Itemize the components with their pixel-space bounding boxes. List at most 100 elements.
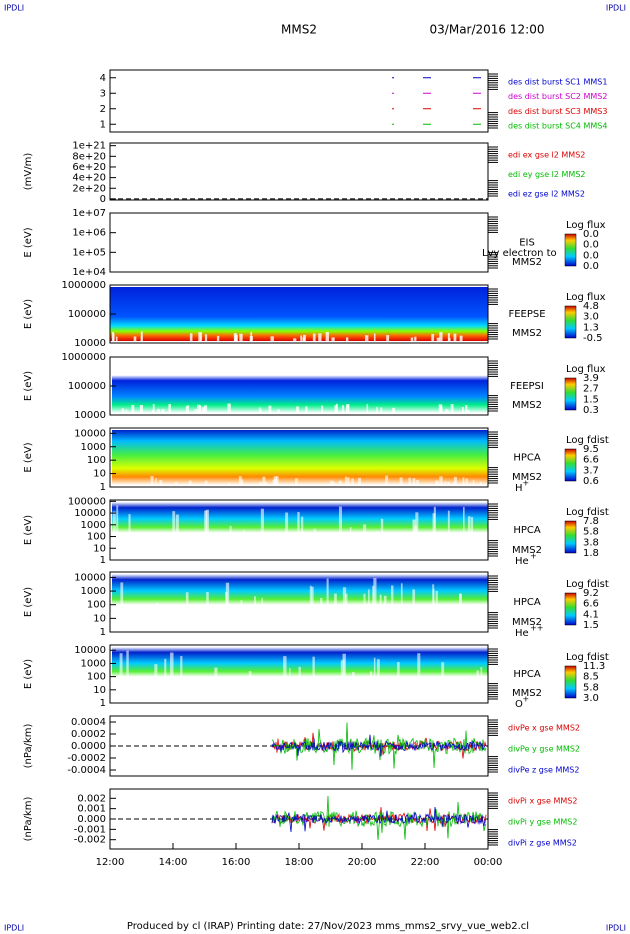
x-tick-label: 16:00 xyxy=(222,857,251,868)
legend-entry: des dist burst SC3 MMS3 xyxy=(508,107,607,116)
y-tick-label: 3 xyxy=(100,88,106,99)
spectrogram-speckle xyxy=(169,613,172,624)
spectrogram-speckle xyxy=(375,531,379,548)
colorbar-label: 0.3 xyxy=(583,405,599,416)
legend-entry: edi ex gse l2 MMS2 xyxy=(508,151,585,160)
spectrogram-speckle xyxy=(274,478,278,500)
spectrogram-speckle xyxy=(334,593,337,617)
panel-label: HPCA xyxy=(513,669,541,680)
spectrogram-speckle xyxy=(396,661,400,687)
spectrogram-speckle xyxy=(379,594,382,617)
colorbar-title: Log flux xyxy=(566,292,606,303)
spectrogram-speckle xyxy=(354,678,357,693)
panel-label: MMS2 xyxy=(512,472,542,483)
spectrogram-speckle xyxy=(441,681,444,694)
colorbar-label: 0.6 xyxy=(583,476,599,487)
y-tick-label: 1 xyxy=(100,119,106,130)
spectrogram-speckle xyxy=(268,405,272,431)
spectrogram-speckle xyxy=(459,593,462,617)
spectrogram-speckle xyxy=(348,538,351,551)
spectrogram-speckle xyxy=(341,405,345,432)
legend-entry: des dist burst SC1 MMS1 xyxy=(508,78,607,87)
spectrogram-speckle xyxy=(378,537,381,551)
spectrogram-speckle xyxy=(120,582,124,613)
spectrogram-speckle xyxy=(300,335,303,354)
spectrogram-speckle xyxy=(214,667,218,689)
title: MMS2 xyxy=(281,23,317,37)
spectrogram-speckle xyxy=(240,600,243,619)
spectrogram-speckle xyxy=(298,666,301,689)
spectrogram-speckle xyxy=(154,664,158,688)
panel-label: FEEPSI xyxy=(510,381,544,392)
spectrogram-speckle xyxy=(376,406,378,428)
spectrogram-speckle xyxy=(185,592,189,616)
y-tick-label: 1000 xyxy=(81,658,106,669)
panel-frame xyxy=(109,142,489,201)
y-tick-label: 10 xyxy=(93,543,106,554)
legend-entry: divPi x gse MMS2 xyxy=(508,797,577,806)
spectrogram-speckle xyxy=(373,657,376,685)
spectrogram-speckle xyxy=(243,530,245,548)
spectrogram-speckle xyxy=(463,506,465,539)
y-axis-label: E (eV) xyxy=(23,299,34,329)
y-tick-label: 1000 xyxy=(81,586,106,597)
panel-frame xyxy=(109,212,489,273)
spectrogram-speckle xyxy=(175,514,179,542)
spectrogram-speckle xyxy=(340,660,343,686)
y-tick-label: 0.0002 xyxy=(71,729,106,740)
panel-frame xyxy=(109,571,489,633)
spectrogram-speckle xyxy=(248,671,252,690)
colorbar-label: 1.5 xyxy=(583,620,599,631)
spectrogram-speckle xyxy=(440,406,443,429)
y-tick-label: -0.001 xyxy=(74,824,106,835)
colorbar-label: 11.3 xyxy=(583,661,605,672)
panel-label: MMS2 xyxy=(512,400,542,411)
spectrogram-speckle xyxy=(431,680,434,694)
colorbar-label: 1.8 xyxy=(583,548,599,559)
panel-label: MMS2 xyxy=(512,688,542,699)
spectrogram-speckle xyxy=(283,656,287,685)
species-base: H xyxy=(515,483,523,494)
legend-entry: des dist burst SC4 MMS4 xyxy=(508,122,607,131)
y-tick-label: 1000 xyxy=(81,442,106,453)
panel-frame xyxy=(109,427,489,488)
y-tick-label: 100 xyxy=(87,455,106,466)
spectrogram-speckle xyxy=(392,407,396,425)
date: 03/Mar/2016 12:00 xyxy=(430,23,545,37)
y-tick-label: 1000 xyxy=(81,520,106,531)
spectrogram-speckle xyxy=(450,404,454,434)
spectrogram-speckle xyxy=(172,511,176,541)
colorbar-label: 3.8 xyxy=(583,537,599,548)
spectrogram-speckle xyxy=(296,406,300,429)
spectrogram-speckle xyxy=(234,335,238,354)
spectrogram-speckle xyxy=(323,609,326,623)
spectrogram-speckle xyxy=(320,597,323,618)
spectrogram-speckle xyxy=(180,655,183,685)
spectrogram-speckle xyxy=(423,676,427,692)
spectrogram-speckle xyxy=(312,333,316,359)
spectrogram-speckle xyxy=(433,506,436,539)
y-tick-label: 1e+21 xyxy=(72,141,106,152)
spectrogram-speckle xyxy=(368,589,370,615)
colorbar-label: 7.8 xyxy=(583,516,599,527)
spectrogram-speckle xyxy=(121,408,125,424)
spectrogram-speckle xyxy=(297,511,300,541)
y-tick-label: 10000 xyxy=(74,508,106,519)
spectrogram-speckle xyxy=(150,475,154,507)
footer: Produced by cl (IRAP) Printing date: 27/… xyxy=(127,921,529,932)
spectrogram-speckle xyxy=(369,671,373,690)
spectrogram-speckle xyxy=(408,477,411,503)
spectrogram-speckle xyxy=(303,334,306,356)
x-tick-label: 00:00 xyxy=(474,857,503,868)
spectrogram-speckle xyxy=(216,335,220,354)
panel-label: MMS2 xyxy=(512,617,542,628)
spectrogram-speckle xyxy=(400,583,403,613)
spectrogram-speckle xyxy=(447,510,450,541)
colorbar-title: Log fdist xyxy=(566,435,609,446)
spectrogram-speckle xyxy=(140,331,143,364)
spectrogram-speckle xyxy=(145,684,148,695)
spectrogram-speckle xyxy=(152,403,155,435)
spectrogram-speckle xyxy=(447,333,450,360)
overlay-label: Lvy electron to xyxy=(482,248,557,259)
